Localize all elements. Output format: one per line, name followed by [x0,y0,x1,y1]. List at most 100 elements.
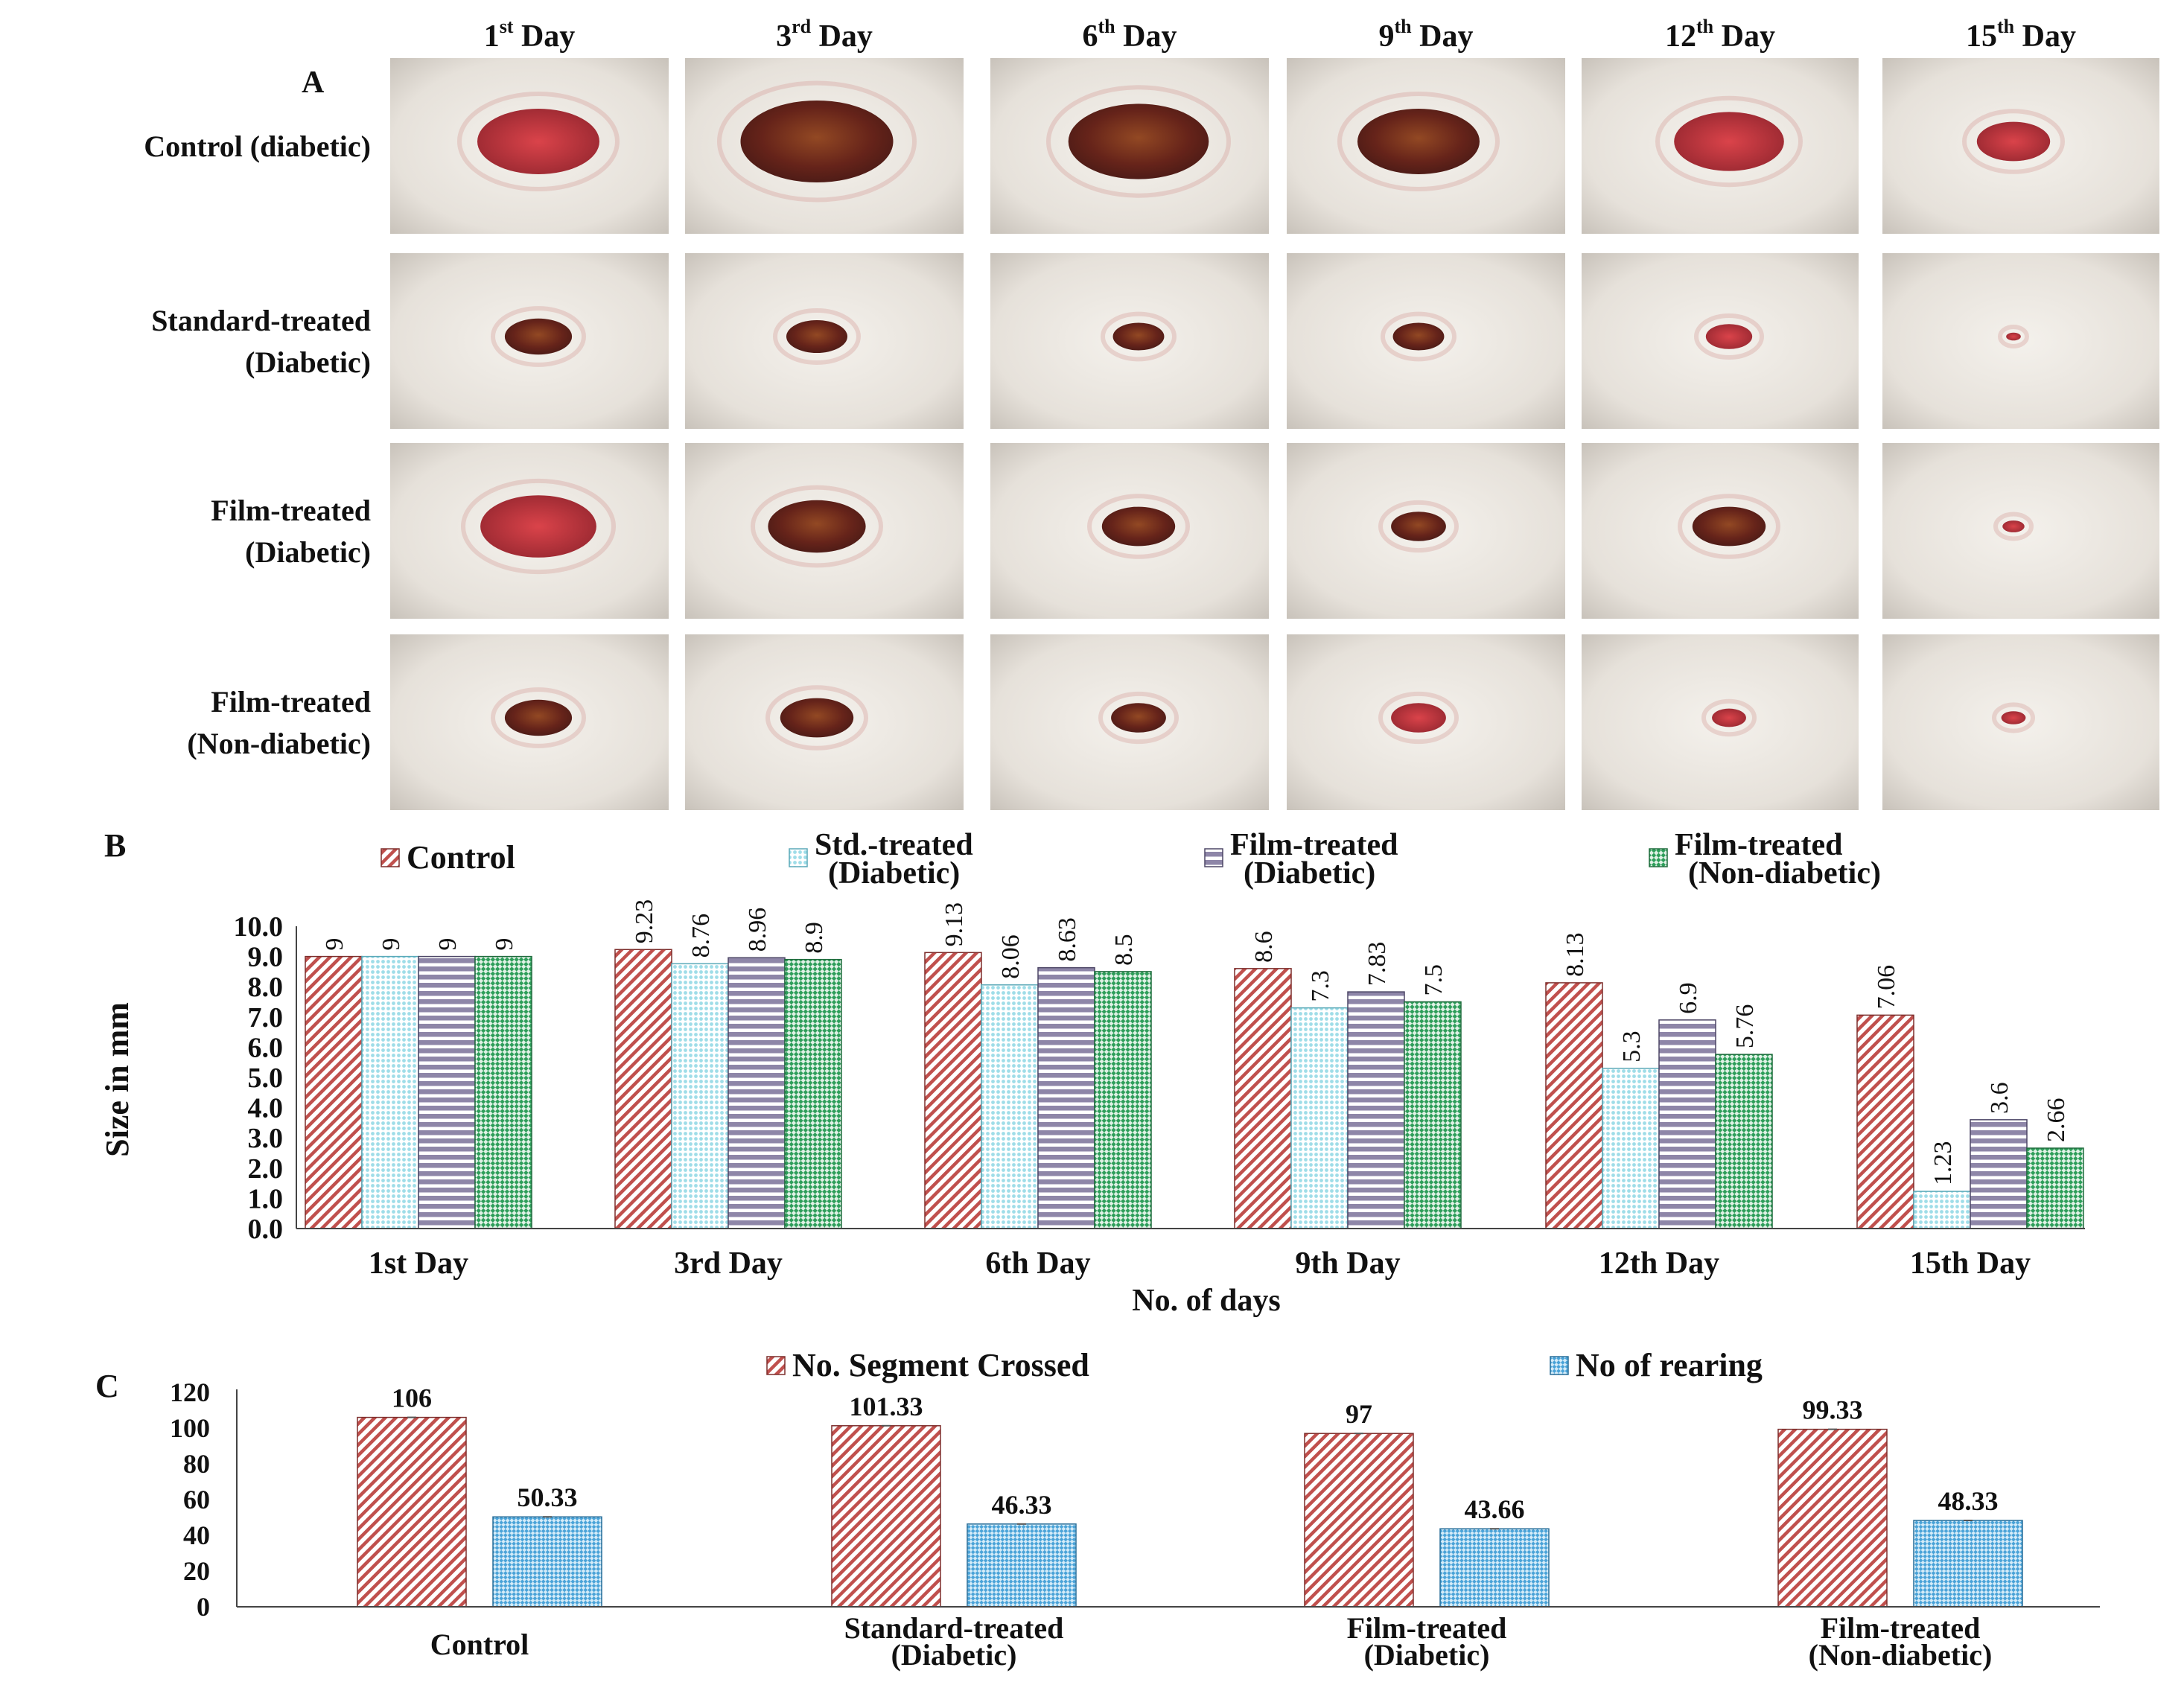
wound-photo [390,443,669,619]
panel-c-y-ticks: 0 20 40 60 80 100 120 [170,1377,210,1622]
y-tick-label: 0.0 [248,1214,284,1245]
bar-value-label: 7.5 [1420,964,1448,996]
bar-value-label: 48.33 [1938,1486,1999,1516]
y-tick-label: 6.0 [248,1032,284,1063]
bar-value-label: 6.9 [1675,982,1702,1014]
legend-label: (Diabetic) [1244,856,1375,891]
bar [418,955,476,1229]
bar-value-label: 8.76 [687,914,715,958]
legend-label: (Diabetic) [828,856,960,891]
y-tick-label: 80 [183,1449,210,1479]
y-tick-label: 20 [183,1556,210,1586]
panel-c-label: C [95,1368,119,1404]
legend-swatch [1649,848,1668,867]
x-tick-label: Film-treated [1821,1611,1981,1645]
wound-photos [390,58,2159,810]
bar [1658,1019,1716,1229]
wound-photo [1287,634,1565,810]
bar [361,955,419,1229]
legend-label: No. Segment Crossed [792,1347,1089,1383]
legend-swatch [766,1356,786,1375]
legend-label: Control [407,839,515,876]
bar [1290,1007,1349,1229]
bar-value-label: 8.6 [1250,931,1278,963]
panel-b-y-axis-title: Size in mm [99,1002,136,1157]
x-tick-label: (Diabetic) [1364,1638,1490,1672]
legend-swatch [1204,848,1223,867]
legend-item: Std.-treated(Diabetic) [789,828,973,891]
bar-value-label: 5.76 [1731,1004,1759,1049]
wound-photo [1287,253,1565,429]
bar-value-label: 8.5 [1110,934,1138,966]
x-tick-label: (Diabetic) [891,1638,1017,1672]
bar [671,963,729,1229]
wound-photo [1582,443,1859,619]
y-tick-label: 1.0 [248,1183,284,1214]
bar [728,957,786,1229]
x-tick-label: Standard-treated [844,1611,1064,1645]
day-header: 9th Day [1379,16,1474,54]
bar [1970,1119,2028,1229]
bar [305,955,363,1229]
y-tick-label: 8.0 [248,972,284,1003]
bar [1545,982,1603,1229]
bar-value-label: 46.33 [992,1490,1052,1520]
x-tick-label: Film-treated [1347,1611,1507,1645]
y-tick-label: 7.0 [248,1002,284,1033]
wound-photo [1882,443,2159,619]
panel-b-x-axis-title: No. of days [1132,1284,1281,1318]
wound-photo [685,634,964,810]
wound-photo [1882,58,2159,234]
bar [981,984,1039,1229]
bar-value-label: 97 [1346,1399,1372,1429]
bar-value-label: 2.66 [2043,1098,2070,1143]
legend-item: Control [381,839,515,876]
bar-value-label: 50.33 [518,1482,578,1512]
legend-label: Film-treated [1675,828,1842,862]
panel-b-wound-size-chart: B Control Std.-treated(Diabetic) Film-trea… [99,827,2085,1318]
group-label: Standard-treated [151,304,371,337]
day-header: 3rd Day [776,16,873,54]
bar [1913,1520,2023,1608]
bar-value-label: 7.06 [1873,965,1900,1010]
panel-b-label: B [104,827,126,864]
bar [614,949,672,1229]
day-header: 12th Day [1665,16,1775,54]
wound-photo [990,253,1269,429]
day-header: 6th Day [1083,16,1177,54]
bar [1037,966,1095,1229]
panel-b-legend: Control Std.-treated(Diabetic) Film-treate… [381,828,1881,891]
bar-value-label: 9 [321,938,348,951]
bar [474,955,532,1229]
group-label: (Diabetic) [245,345,371,379]
wound-photo [990,58,1269,234]
wound-photo [685,253,964,429]
wound-photo [1882,253,2159,429]
legend-swatch [789,848,808,867]
wound-photo [685,58,964,234]
wound-photo [1582,58,1859,234]
x-tick-label: 9th Day [1295,1246,1400,1281]
panel-b-bar-labels: 9 9.23 9.13 8.6 8.13 7.06 9 8.76 8.06 7.3 5.3 1.23 9… [321,899,2070,1185]
bar-value-label: 7.3 [1307,970,1334,1002]
day-header: 1st Day [484,16,576,54]
bar [357,1416,467,1608]
panel-c-x-ticks: Control Standard-treated(Diabetic)Film-tr… [430,1611,1993,1672]
bar-value-label: 1.23 [1929,1141,1957,1186]
group-label: Film-treated [211,494,371,527]
x-tick-label: Control [430,1628,529,1661]
bar-value-label: 99.33 [1803,1395,1863,1425]
legend-item: Film-treated(Non-diabetic) [1649,828,1881,891]
wound-photo [1582,253,1859,429]
panel-c-legend: No. Segment Crossed No of rearing [766,1347,1763,1383]
y-tick-label: 3.0 [248,1123,284,1154]
legend-label: Film-treated [1230,828,1398,862]
group-labels: Control (diabetic) Standard-treated (Diabe… [144,130,371,760]
bar-value-label: 8.13 [1561,932,1589,977]
bar-value-label: 8.9 [800,922,828,954]
bar [492,1516,602,1608]
panel-c-bars [357,1416,2023,1608]
wound-photo [390,253,669,429]
bar [1777,1428,1888,1608]
